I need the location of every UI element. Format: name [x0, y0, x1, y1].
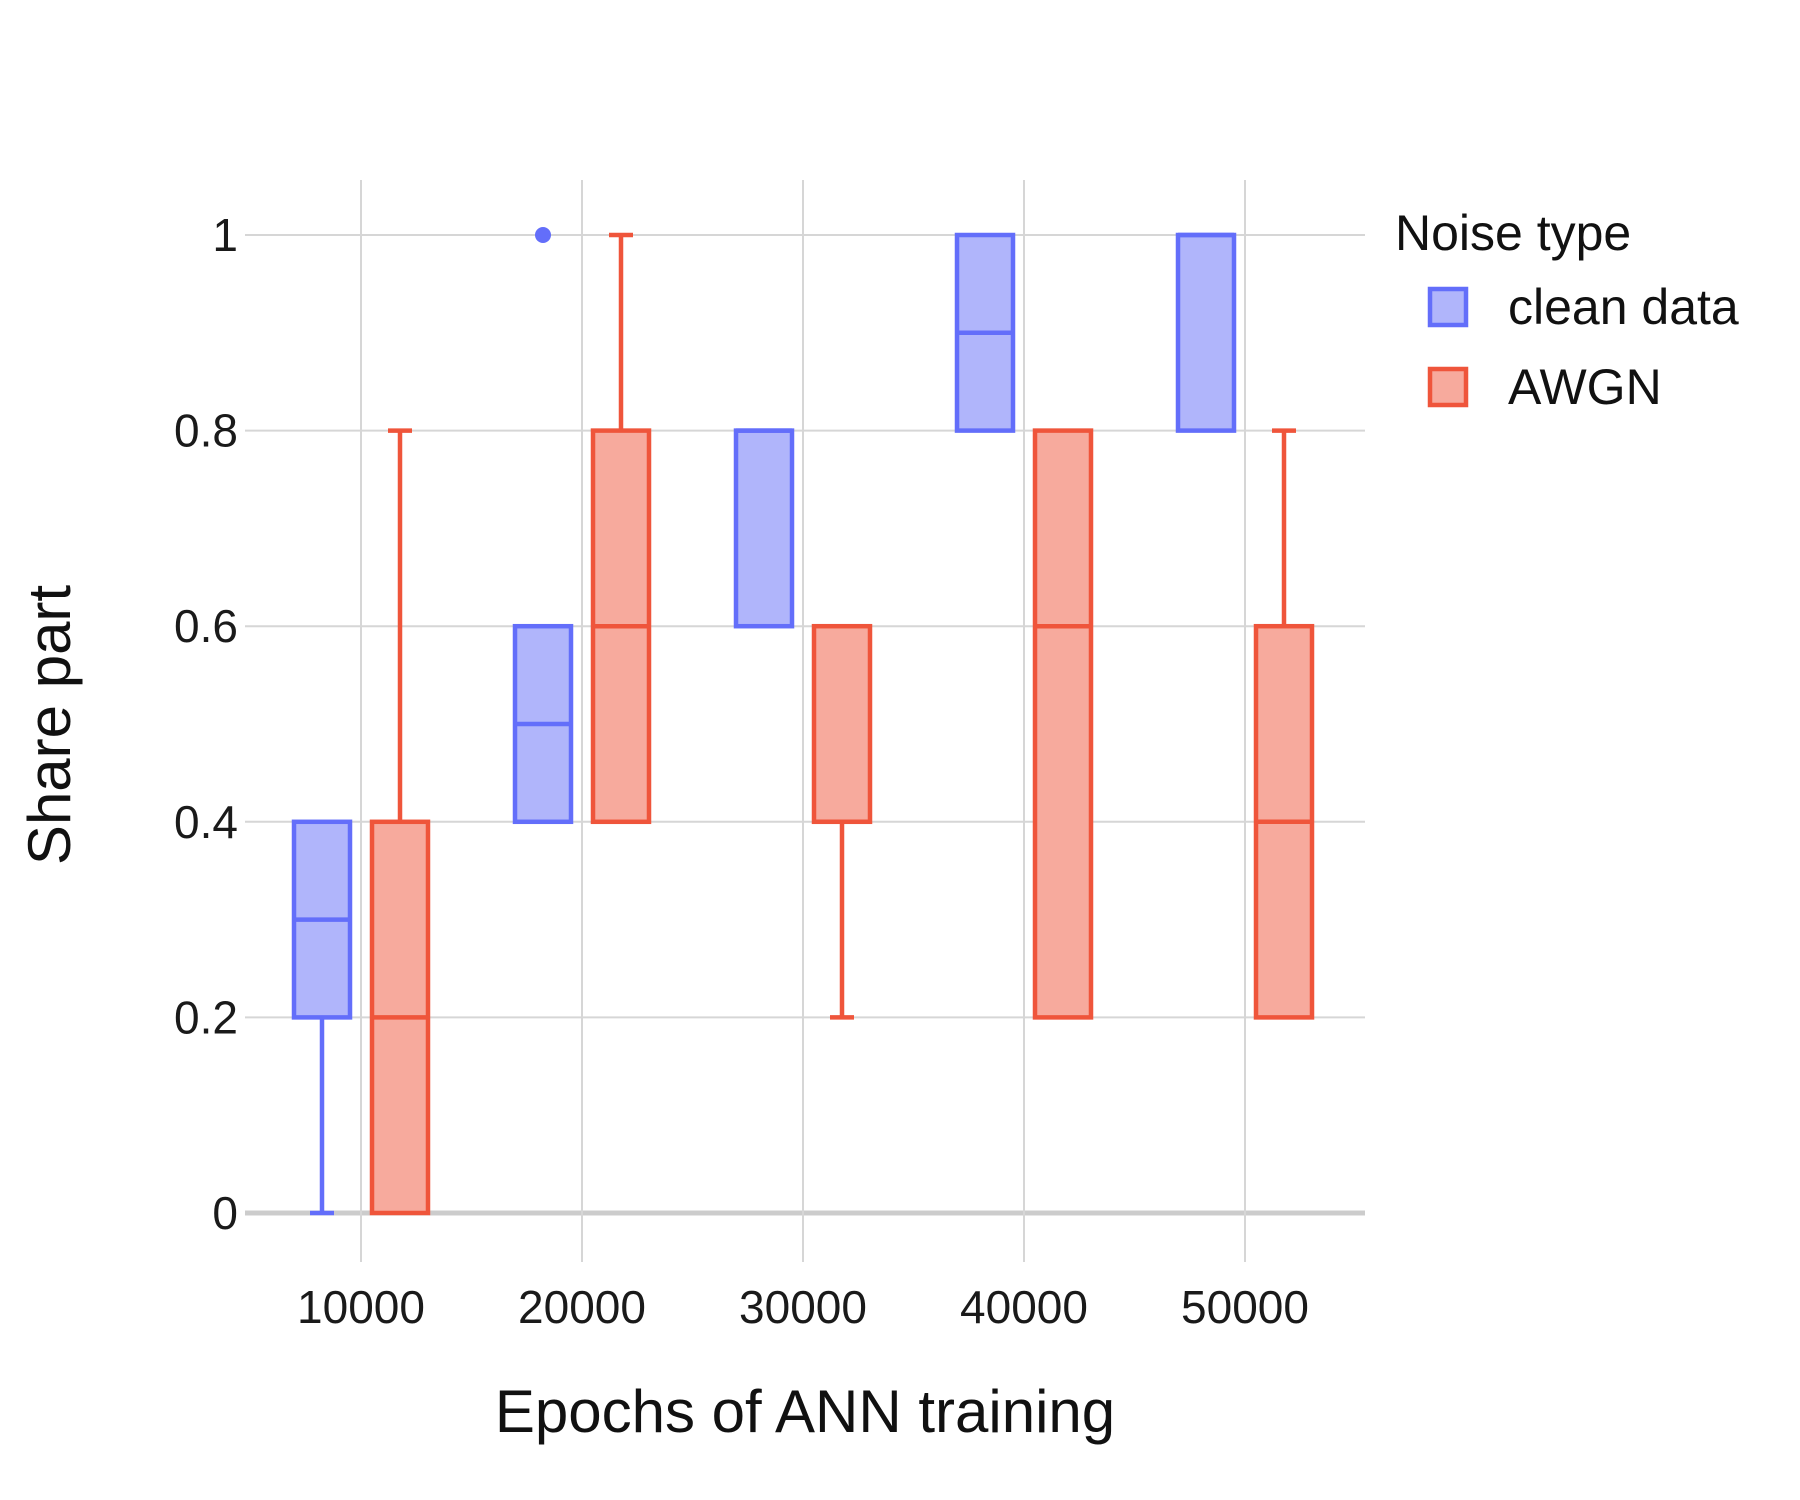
legend-title: Noise type — [1395, 205, 1631, 261]
y-tick-label: 0.2 — [174, 991, 238, 1043]
y-tick-label: 1 — [212, 209, 238, 261]
box — [811, 623, 873, 825]
box — [1175, 232, 1237, 433]
y-tick-label: 0.4 — [174, 796, 238, 848]
x-tick-label: 20000 — [518, 1281, 646, 1333]
grid — [245, 180, 1365, 1262]
y-tick-label: 0 — [212, 1187, 238, 1239]
x-tick-label: 10000 — [297, 1281, 425, 1333]
outlier-point — [535, 227, 551, 243]
box — [733, 428, 795, 629]
y-axis-ticks: 0 0.2 0.4 0.6 0.8 1 — [174, 209, 238, 1239]
legend-items: clean data AWGN — [1427, 279, 1739, 415]
y-axis-title: Share part — [16, 585, 83, 865]
legend-swatch — [1427, 366, 1469, 408]
legend-swatch — [1427, 286, 1469, 328]
y-tick-label: 0.8 — [174, 405, 238, 457]
legend-label: clean data — [1508, 279, 1739, 335]
series-0 — [291, 227, 1237, 1216]
x-axis-ticks: 10000 20000 30000 40000 50000 — [297, 1281, 1309, 1333]
legend: Noise type clean data AWGN — [1395, 205, 1739, 415]
x-tick-label: 30000 — [739, 1281, 867, 1333]
x-tick-label: 50000 — [1181, 1281, 1309, 1333]
plot-area — [291, 227, 1315, 1216]
x-tick-label: 40000 — [960, 1281, 1088, 1333]
x-axis-title: Epochs of ANN training — [495, 1378, 1115, 1445]
y-tick-label: 0.6 — [174, 600, 238, 652]
box — [1032, 428, 1094, 1020]
series-1 — [369, 232, 1315, 1216]
legend-label: AWGN — [1508, 359, 1662, 415]
